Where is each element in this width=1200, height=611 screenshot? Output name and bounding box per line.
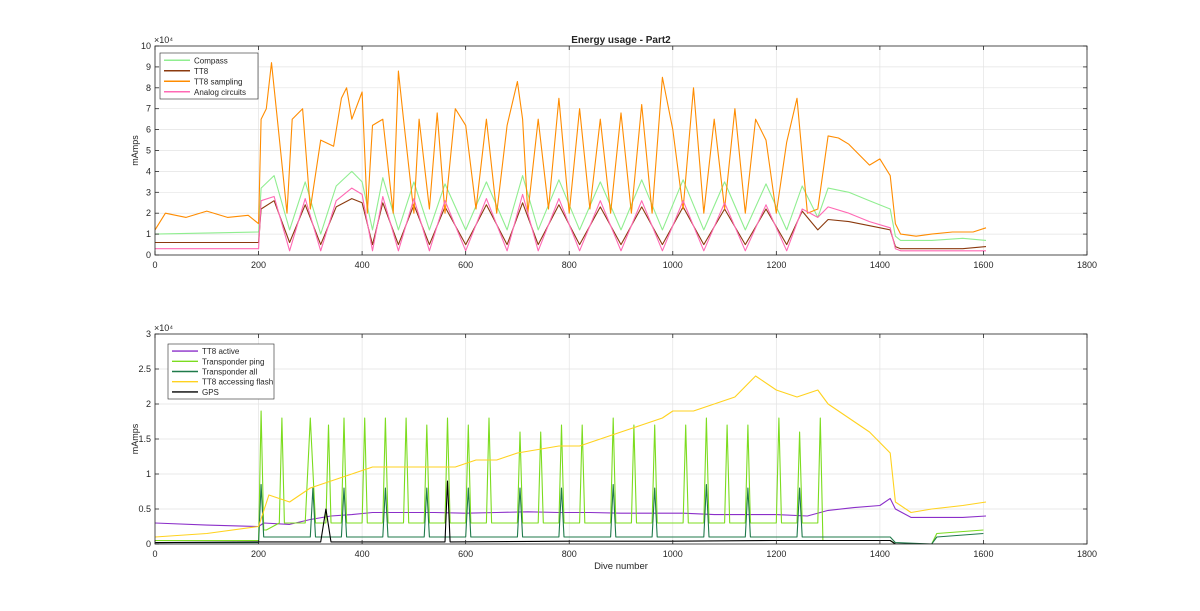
x-tick-label: 200: [251, 549, 266, 559]
y-tick-label: 2: [146, 399, 151, 409]
y-tick-label: 2.5: [138, 364, 151, 374]
x-axis-label: Dive number: [594, 561, 648, 572]
legend-label: TT8: [194, 67, 209, 76]
x-tick-label: 200: [251, 260, 266, 270]
y-tick-label: 1: [146, 229, 151, 239]
y-tick-label: 9: [146, 62, 151, 72]
y-axis-label: mAmps: [130, 135, 140, 166]
legend-label: Transponder all: [202, 368, 258, 377]
legend-label: GPS: [202, 388, 219, 397]
series-line-transponder-all: [155, 483, 984, 544]
x-tick-label: 1200: [766, 549, 786, 559]
y-tick-label: 3: [146, 187, 151, 197]
x-tick-label: 800: [562, 260, 577, 270]
y-tick-label: 1.5: [138, 434, 151, 444]
series-line-transponder-ping: [155, 410, 984, 544]
y-tick-label: 1: [146, 469, 151, 479]
chart-title: Energy usage - Part2: [571, 35, 671, 46]
x-tick-label: 1600: [973, 260, 993, 270]
series-line-tt8-sampling: [155, 62, 987, 237]
x-tick-label: 1800: [1077, 549, 1097, 559]
x-tick-label: 1400: [870, 549, 890, 559]
y-tick-label: 8: [146, 83, 151, 93]
legend-label: Transponder ping: [202, 357, 264, 366]
x-tick-label: 400: [355, 549, 370, 559]
legend-label: TT8 accessing flash: [202, 378, 273, 387]
axes-bottom: 0 200 400 600 800 1000 1200 1400 1600 1800 0 0.5 1 1.…: [130, 323, 1097, 572]
series-line-analog-circuits: [155, 187, 986, 252]
y-tick-label: 0: [146, 250, 151, 260]
y-tick-label: 3: [146, 329, 151, 339]
y-exponent-label: ×10⁴: [154, 35, 173, 45]
y-tick-label: 6: [146, 125, 151, 135]
legend-label: Compass: [194, 56, 228, 65]
series-line-tt8-active: [155, 497, 987, 528]
x-tick-label: 400: [355, 260, 370, 270]
x-tick-label: 1000: [663, 549, 683, 559]
y-axis-label: mAmps: [130, 423, 140, 454]
x-tick-label: 1400: [870, 260, 890, 270]
x-tick-label: 600: [458, 549, 473, 559]
x-tick-label: 0: [152, 549, 157, 559]
y-tick-label: 0.5: [138, 504, 151, 514]
series-line-tt8-accessing-flash: [155, 375, 987, 538]
x-tick-label: 0: [152, 260, 157, 270]
legend-label: Analog circuits: [194, 88, 246, 97]
series-line-gps: [155, 480, 986, 544]
y-tick-label: 7: [146, 104, 151, 114]
y-tick-label: 10: [141, 41, 151, 51]
series-line-compass: [155, 170, 987, 241]
y-exponent-label: ×10⁴: [154, 323, 173, 333]
y-tick-label: 4: [146, 166, 151, 176]
legend-label: TT8 sampling: [194, 77, 242, 86]
x-tick-label: 800: [562, 549, 577, 559]
x-tick-label: 1800: [1077, 260, 1097, 270]
x-tick-label: 1600: [973, 549, 993, 559]
y-tick-label: 0: [146, 539, 151, 549]
y-tick-label: 5: [146, 146, 151, 156]
y-tick-label: 2: [146, 208, 151, 218]
axes-top: 0 200 400 600 800 1000 1200 1400 1600 1800 0 1 2 3 4 5 6…: [130, 35, 1097, 270]
legend-label: TT8 active: [202, 347, 240, 356]
x-tick-label: 600: [458, 260, 473, 270]
x-tick-label: 1200: [766, 260, 786, 270]
x-tick-label: 1000: [663, 260, 683, 270]
